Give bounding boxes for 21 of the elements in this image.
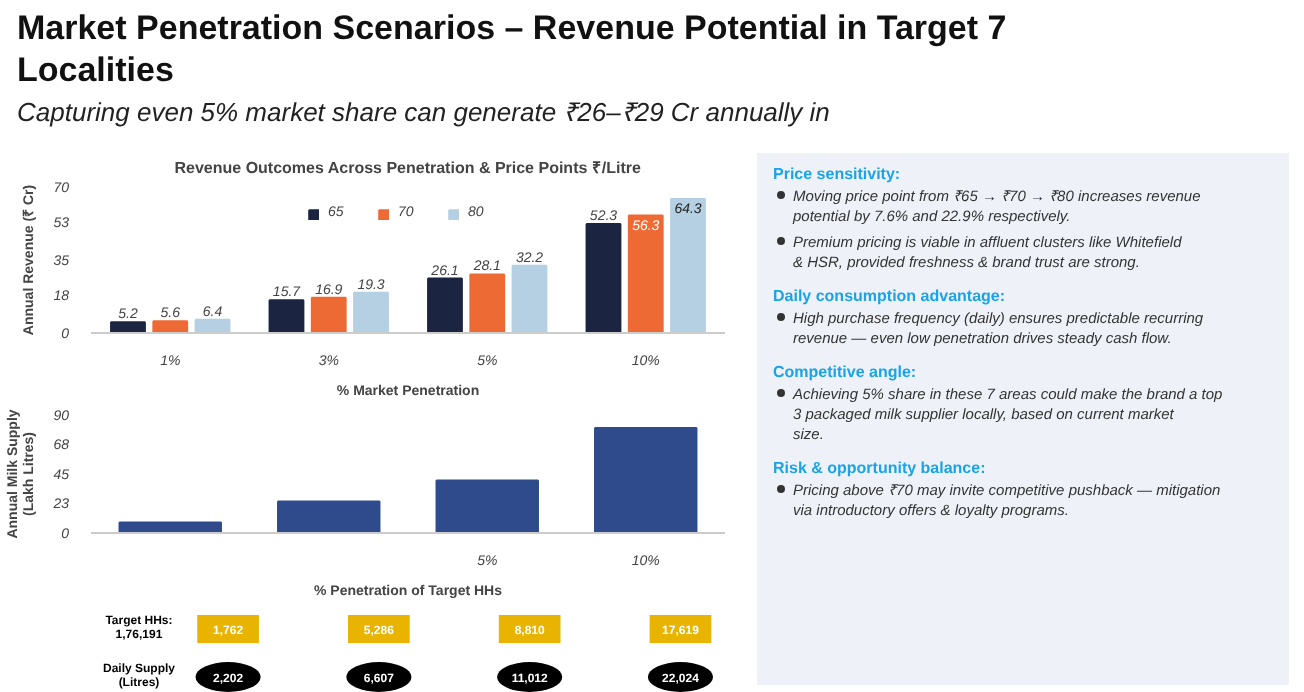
text: Competitive angle: bbox=[773, 363, 917, 381]
chart-title: Revenue Outcomes Across Penetration & Price Points ₹/Litre bbox=[174, 159, 643, 177]
bar bbox=[627, 214, 664, 333]
bar bbox=[670, 197, 706, 333]
bar bbox=[310, 296, 347, 333]
text: Risk & opportunity balance: bbox=[773, 459, 986, 477]
bar bbox=[469, 273, 506, 333]
bar bbox=[594, 427, 698, 533]
bar bbox=[435, 479, 539, 533]
bar bbox=[268, 299, 305, 333]
text: Market Penetration Scenarios – Revenue Potential in Target 7 Localities bbox=[17, 9, 1007, 89]
bar bbox=[277, 500, 381, 533]
bar bbox=[427, 277, 463, 333]
bar bbox=[110, 321, 146, 333]
bar bbox=[353, 291, 389, 333]
bar bbox=[152, 320, 189, 333]
text: Price sensitivity: bbox=[773, 165, 901, 183]
bar bbox=[585, 222, 622, 333]
text: Daily consumption advantage: bbox=[773, 287, 1006, 305]
text: Capturing even 5% market share can generate ₹26–₹29 Cr annually in bbox=[17, 97, 830, 127]
bar bbox=[511, 264, 548, 333]
